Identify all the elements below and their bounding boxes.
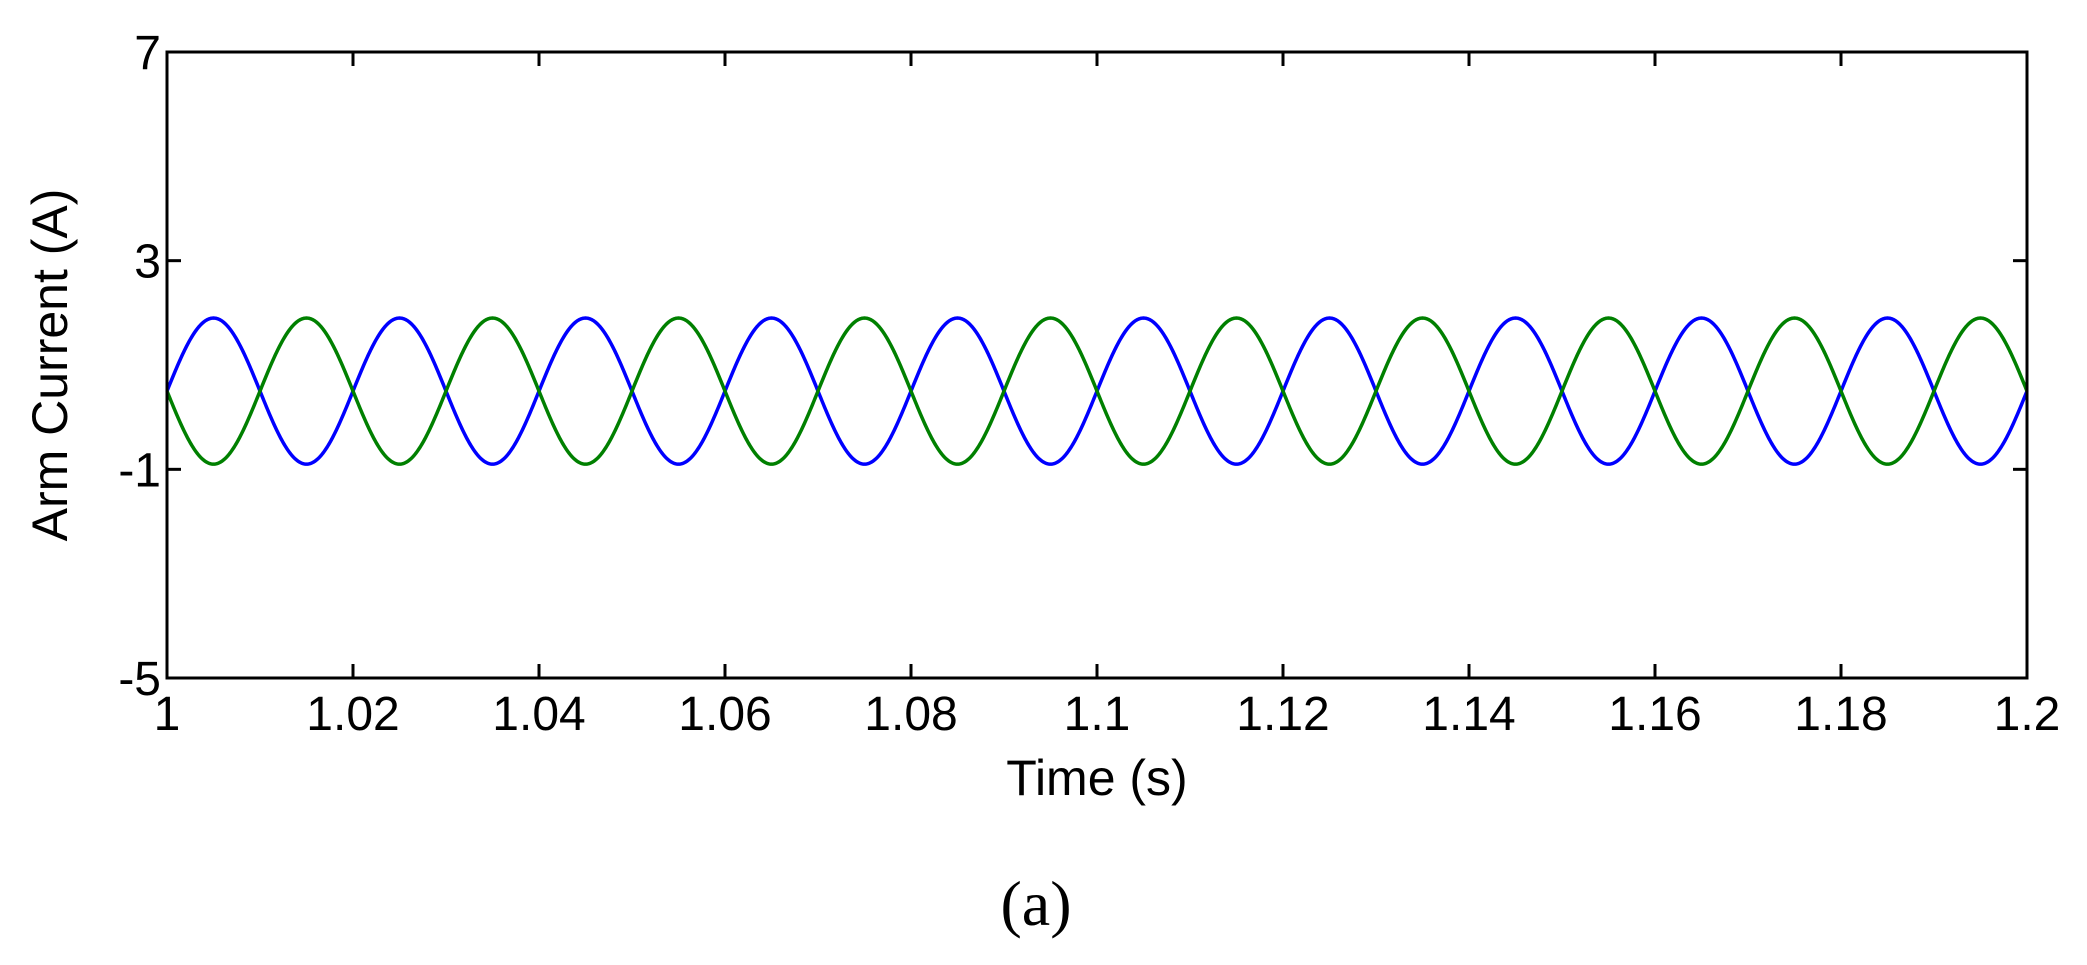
x-tick-label: 1: [154, 688, 181, 741]
x-tick-label: 1.16: [1608, 688, 1701, 741]
series-line-2: [165, 316, 2029, 466]
x-tick-label: 1.18: [1794, 688, 1887, 741]
x-tick-label: 1.04: [492, 688, 585, 741]
x-tick-label: 1.12: [1236, 688, 1329, 741]
x-tick-label: 1.14: [1422, 688, 1515, 741]
x-tick-label: 1.1: [1064, 688, 1131, 741]
y-tick-label: -1: [118, 444, 161, 497]
ticks-layer: [165, 50, 2029, 680]
x-axis-label: Time (s): [1006, 750, 1187, 806]
x-tick-label: 1.02: [306, 688, 399, 741]
y-axis-label: Arm Current (A): [22, 189, 78, 542]
plot-frame: [165, 50, 2029, 680]
x-tick-label: 1.08: [864, 688, 957, 741]
x-tick-label: 1.06: [678, 688, 771, 741]
y-tick-label: 3: [134, 236, 161, 289]
series-layer: [165, 316, 2029, 466]
x-tick-label: 1.2: [1994, 688, 2061, 741]
y-tick-label: -5: [118, 653, 161, 706]
x-tick-labels: 1 1.02 1.04 1.06 1.08 1.1 1.12 1.14 1.16 1.18 1.2: [154, 688, 2061, 741]
figure-caption: (a): [1000, 868, 1071, 939]
y-tick-label: 7: [134, 27, 161, 80]
y-tick-labels: -5 -1 3 7: [118, 27, 161, 706]
